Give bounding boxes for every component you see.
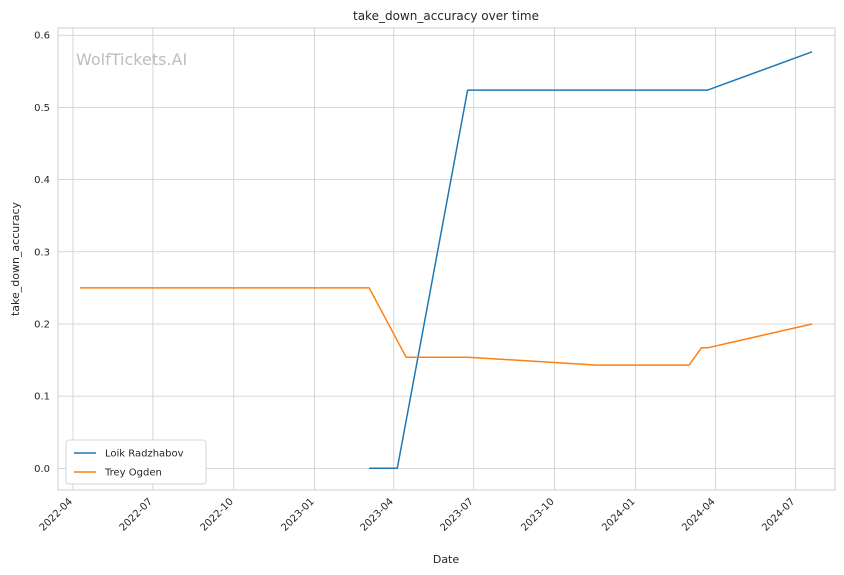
y-tick-label: 0.3	[34, 247, 50, 258]
x-tick-label: 2023-01	[279, 496, 316, 533]
y-tick-label: 0.0	[34, 464, 50, 475]
x-tick-label: 2023-04	[359, 496, 396, 533]
series-line-1	[369, 51, 813, 470]
series-line-2	[80, 287, 813, 366]
legend: Loik Radzhabov Trey Ogden	[65, 439, 207, 485]
y-tick-label: 0.1	[34, 392, 50, 403]
y-tick-label: 0.4	[34, 175, 50, 186]
y-axis-label: take_down_accuracy	[9, 201, 22, 316]
legend-label: Loik Radzhabov	[105, 449, 184, 460]
chart-title: take_down_accuracy over time	[353, 9, 539, 23]
legend-label: Trey Ogden	[104, 468, 162, 479]
x-axis-label: Date	[433, 553, 460, 566]
y-tick-label: 0.2	[34, 319, 50, 330]
y-tick-label: 0.6	[34, 31, 50, 42]
x-tick-label: 2022-10	[199, 496, 236, 533]
x-tick-label: 2024-07	[760, 496, 797, 533]
x-tick-label: 2022-04	[38, 496, 75, 533]
y-tick-label: 0.5	[34, 103, 50, 114]
y-tick-labels: 0.0 0.1 0.2 0.3 0.4 0.5 0.6	[34, 31, 50, 475]
x-tick-label: 2024-01	[600, 496, 637, 533]
x-tick-label: 2023-07	[439, 496, 476, 533]
x-tick-label: 2024-04	[680, 496, 717, 533]
plot-frame	[57, 27, 836, 491]
series-lines	[80, 51, 813, 470]
legend-box	[65, 439, 207, 485]
watermark: WolfTickets.AI	[76, 50, 187, 69]
x-tick-label: 2023-10	[519, 496, 556, 533]
grid	[58, 28, 835, 490]
x-tick-labels: 2022-04 2022-07 2022-10 2023-01 2023-04 2023-…	[38, 496, 798, 533]
x-tick-label: 2022-07	[118, 496, 155, 533]
